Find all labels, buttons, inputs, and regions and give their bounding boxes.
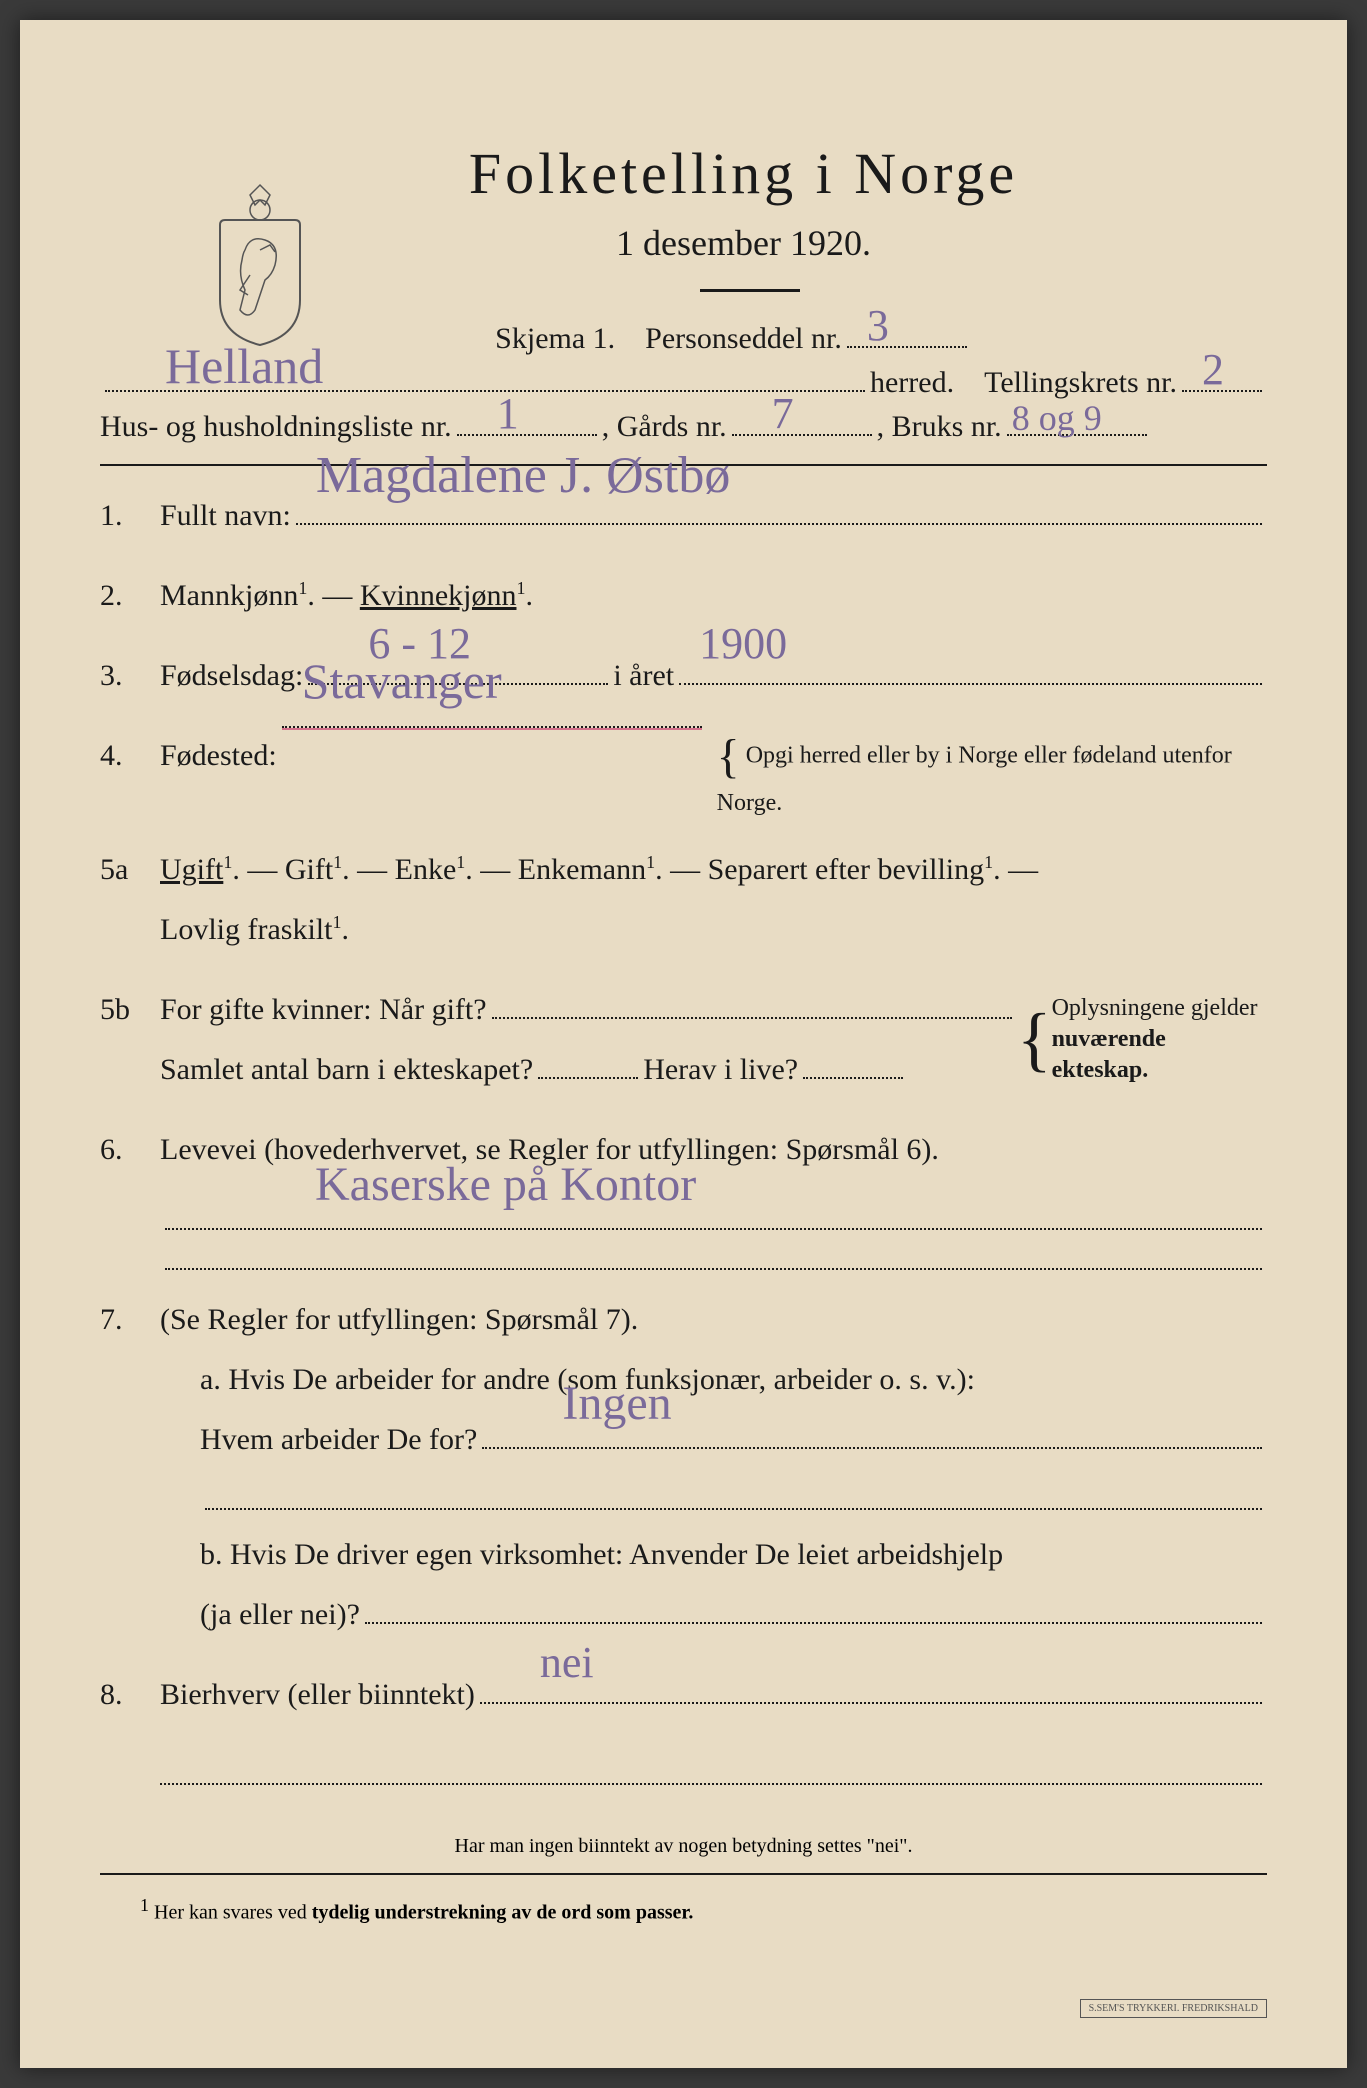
q8-label: Bierhverv (eller biinntekt)	[160, 1665, 475, 1725]
q6-value: Kaserske på Kontor	[315, 1137, 696, 1233]
skjema-label: Skjema 1.	[495, 322, 615, 356]
title-divider	[700, 289, 800, 292]
q3-label: Fødselsdag:	[160, 646, 303, 706]
q5b-num: 5b	[100, 980, 130, 1040]
question-8: 8. Bierhverv (eller biinntekt) nei	[100, 1665, 1267, 1725]
q3-year-label: i året	[613, 646, 674, 706]
census-form-document: Folketelling i Norge 1 desember 1920. Sk…	[20, 20, 1347, 2068]
q7a-value: Ingen	[562, 1356, 671, 1452]
q6-num: 6.	[100, 1120, 123, 1180]
herred-value: Helland	[165, 337, 323, 395]
q5a-enke: Enke	[395, 853, 457, 886]
q4-label: Fødested:	[160, 726, 277, 786]
personseddel-label: Personseddel nr.	[645, 322, 842, 356]
q3-num: 3.	[100, 646, 123, 706]
tellingskrets-value: 2	[1202, 344, 1224, 395]
herred-label: herred.	[870, 366, 954, 400]
q5a-ugift: Ugift	[160, 853, 223, 886]
q1-value: Magdalene J. Østbø	[316, 424, 730, 528]
q5b-label1: For gifte kvinner: Når gift?	[160, 980, 487, 1040]
header-section: Folketelling i Norge 1 desember 1920.	[100, 140, 1267, 292]
form-body: 1. Fullt navn: Magdalene J. Østbø 2. Man…	[100, 486, 1267, 1785]
question-7a: a. Hvis De arbeider for andre (som funks…	[200, 1350, 1267, 1510]
footer-note: Har man ingen biinntekt av nogen betydni…	[100, 1825, 1267, 1858]
q2-num: 2.	[100, 566, 123, 626]
question-3: 3. Fødselsdag: 6 - 12 i året 1900	[100, 646, 1267, 706]
q5a-separert: Separert efter bevilling	[708, 853, 985, 886]
q7-num: 7.	[100, 1290, 123, 1350]
q2-mann: Mannkjønn	[160, 579, 298, 612]
q7a-label: a.	[200, 1363, 221, 1396]
q7b-text2: (ja eller nei)?	[200, 1585, 360, 1645]
q4-num: 4.	[100, 726, 123, 786]
main-title: Folketelling i Norge	[220, 140, 1267, 207]
question-5b: 5b For gifte kvinner: Når gift? Samlet a…	[100, 980, 1267, 1100]
q7a-text2: Hvem arbeider De for?	[200, 1410, 477, 1470]
question-4: 4. Fødested: Stavanger { Opgi herred ell…	[100, 726, 1267, 820]
q4-note: Opgi herred eller by i Norge eller fødel…	[717, 743, 1232, 817]
q5b-label2: Samlet antal barn i ekteskapet?	[160, 1040, 533, 1100]
q5a-num: 5a	[100, 840, 128, 900]
bruks-value: 8 og 9	[1012, 397, 1102, 439]
tellingskrets-label: Tellingskrets nr.	[984, 366, 1177, 400]
question-7b: b. Hvis De driver egen virksomhet: Anven…	[200, 1525, 1267, 1645]
bruks-label: , Bruks nr.	[877, 410, 1002, 444]
question-2: 2. Mannkjønn1. — Kvinnekjønn1.	[100, 566, 1267, 626]
q4-value: Stavanger	[302, 631, 502, 731]
q7b-label: b.	[200, 1538, 223, 1571]
q3-year-value: 1900	[699, 600, 787, 688]
personseddel-value: 3	[867, 300, 889, 351]
q5b-label3: Herav i live?	[643, 1040, 798, 1100]
question-6: 6. Levevei (hovederhvervet, se Regler fo…	[100, 1120, 1267, 1270]
subtitle: 1 desember 1920.	[220, 222, 1267, 264]
q5a-gift: Gift	[285, 853, 333, 886]
question-7: 7. (Se Regler for utfyllingen: Spørsmål …	[100, 1290, 1267, 1645]
q7b-text1: Hvis De driver egen virksomhet: Anvender…	[230, 1538, 1003, 1571]
q8-value: nei	[540, 1619, 594, 1707]
q1-label: Fullt navn:	[160, 486, 291, 546]
q1-num: 1.	[100, 486, 123, 546]
footnote-reference: 1 Her kan svares ved tydelig understrekn…	[100, 1895, 1267, 1925]
footer-divider	[100, 1873, 1267, 1875]
question-5a: 5a Ugift1. — Gift1. — Enke1. — Enkemann1…	[100, 840, 1267, 960]
question-1: 1. Fullt navn: Magdalene J. Østbø	[100, 486, 1267, 546]
q5a-enkemann: Enkemann	[518, 853, 646, 886]
printer-mark: S.SEM'S TRYKKERI. FREDRIKSHALD	[1080, 1999, 1267, 2018]
q8-num: 8.	[100, 1665, 123, 1725]
q7-label: (Se Regler for utfyllingen: Spørsmål 7).	[160, 1303, 638, 1336]
q5a-fraskilt: Lovlig fraskilt	[160, 913, 332, 946]
gards-value: 7	[772, 388, 794, 439]
